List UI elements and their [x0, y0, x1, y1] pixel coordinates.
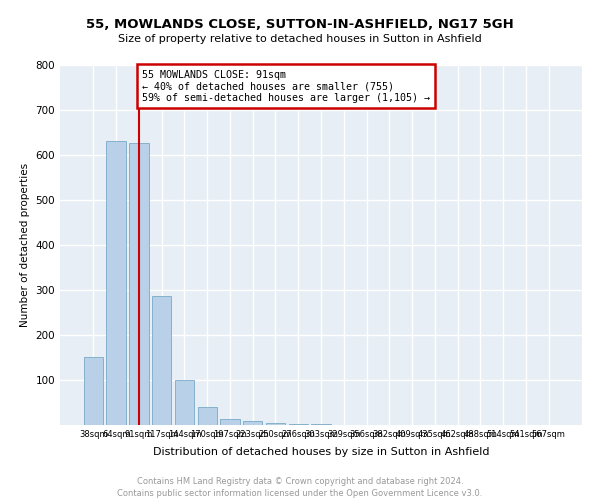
Text: Contains public sector information licensed under the Open Government Licence v3: Contains public sector information licen…: [118, 489, 482, 498]
Bar: [106, 140, 126, 425]
Bar: [266, 423, 285, 425]
Bar: [197, 407, 217, 425]
Bar: [84, 356, 103, 425]
Bar: [220, 419, 239, 425]
Bar: [289, 424, 308, 425]
Text: Contains HM Land Registry data © Crown copyright and database right 2024.: Contains HM Land Registry data © Crown c…: [137, 478, 463, 486]
Bar: [175, 380, 194, 425]
Bar: [311, 424, 331, 425]
Text: 55, MOWLANDS CLOSE, SUTTON-IN-ASHFIELD, NG17 5GH: 55, MOWLANDS CLOSE, SUTTON-IN-ASHFIELD, …: [86, 18, 514, 30]
X-axis label: Distribution of detached houses by size in Sutton in Ashfield: Distribution of detached houses by size …: [153, 447, 489, 457]
Bar: [243, 422, 262, 425]
Text: Size of property relative to detached houses in Sutton in Ashfield: Size of property relative to detached ho…: [118, 34, 482, 43]
Bar: [152, 296, 172, 425]
Text: 55 MOWLANDS CLOSE: 91sqm
← 40% of detached houses are smaller (755)
59% of semi-: 55 MOWLANDS CLOSE: 91sqm ← 40% of detach…: [142, 70, 430, 102]
Bar: [129, 144, 149, 425]
Y-axis label: Number of detached properties: Number of detached properties: [20, 163, 30, 327]
